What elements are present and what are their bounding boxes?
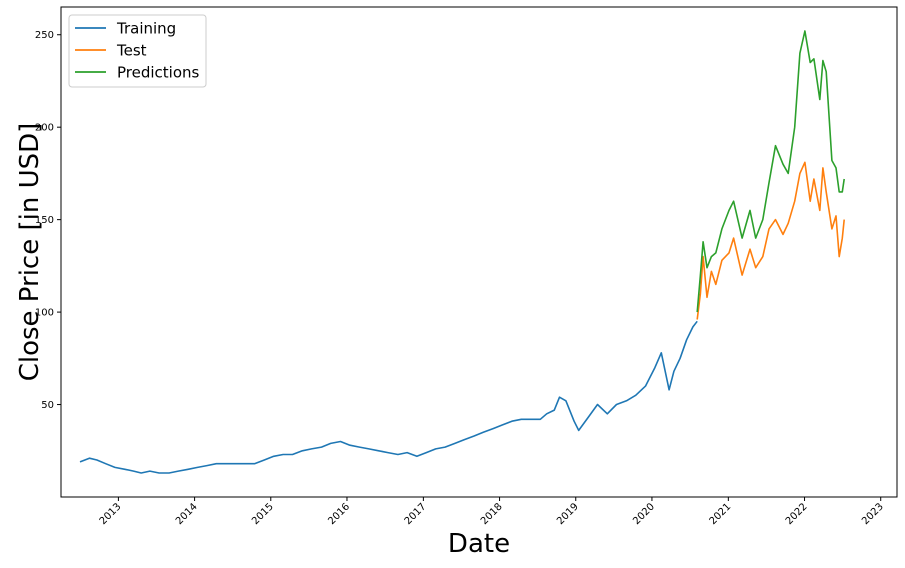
plot-frame <box>60 6 898 498</box>
y-axis: 50 100 150 200 250 <box>35 30 61 411</box>
legend-box <box>68 14 207 88</box>
series-line-predictions <box>696 30 845 313</box>
series-layer <box>79 30 845 474</box>
legend: Training Test Predictions <box>68 14 207 88</box>
series-line-training <box>79 320 698 474</box>
legend-label-test: Test <box>116 42 147 60</box>
y-tick-label: 100 <box>35 308 54 319</box>
y-tick-label: 150 <box>35 215 54 226</box>
y-axis-label: Close Price [in USD] <box>15 123 45 382</box>
series-line-test <box>696 161 845 320</box>
legend-label-predictions: Predictions <box>117 64 200 82</box>
y-tick-label: 250 <box>35 30 54 41</box>
y-tick-label: 50 <box>41 400 54 411</box>
x-axis-label: Date <box>448 529 510 559</box>
y-tick-label: 200 <box>35 123 54 134</box>
legend-label-training: Training <box>116 20 176 38</box>
